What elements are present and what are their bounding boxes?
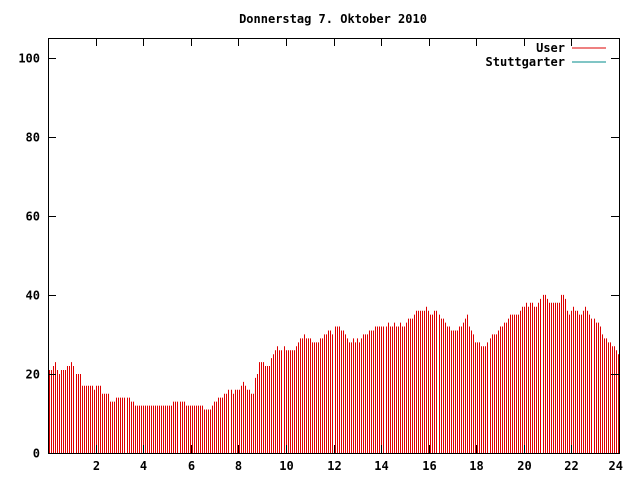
legend-label-stuttgarter: Stuttgarter <box>486 55 565 69</box>
series-user-bars <box>49 294 619 453</box>
x-tick-label: 8 <box>235 459 242 473</box>
plot-frame <box>48 38 620 454</box>
y-tick-label: 80 <box>26 131 40 145</box>
x-tick-label: 12 <box>327 459 341 473</box>
x-tick-label: 16 <box>422 459 436 473</box>
y-tick-label: 40 <box>26 289 40 303</box>
x-tick-label: 24 <box>609 459 623 473</box>
y-tick-label: 60 <box>26 210 40 224</box>
chart-title: Donnerstag 7. Oktober 2010 <box>239 12 427 26</box>
legend-label-user: User <box>536 41 565 55</box>
y-tick-label: 0 <box>33 447 40 461</box>
x-tick-label: 4 <box>140 459 147 473</box>
x-tick-label: 18 <box>469 459 483 473</box>
x-tick-label: 10 <box>279 459 293 473</box>
x-tick-label: 14 <box>374 459 388 473</box>
y-tick-label: 20 <box>26 368 40 382</box>
legend: User Stuttgarter <box>486 41 606 69</box>
x-tick-label: 22 <box>564 459 578 473</box>
x-tick-label: 2 <box>93 459 100 473</box>
x-tick-label: 20 <box>517 459 531 473</box>
y-tick-label: 100 <box>18 52 40 66</box>
x-tick-label: 6 <box>188 459 195 473</box>
